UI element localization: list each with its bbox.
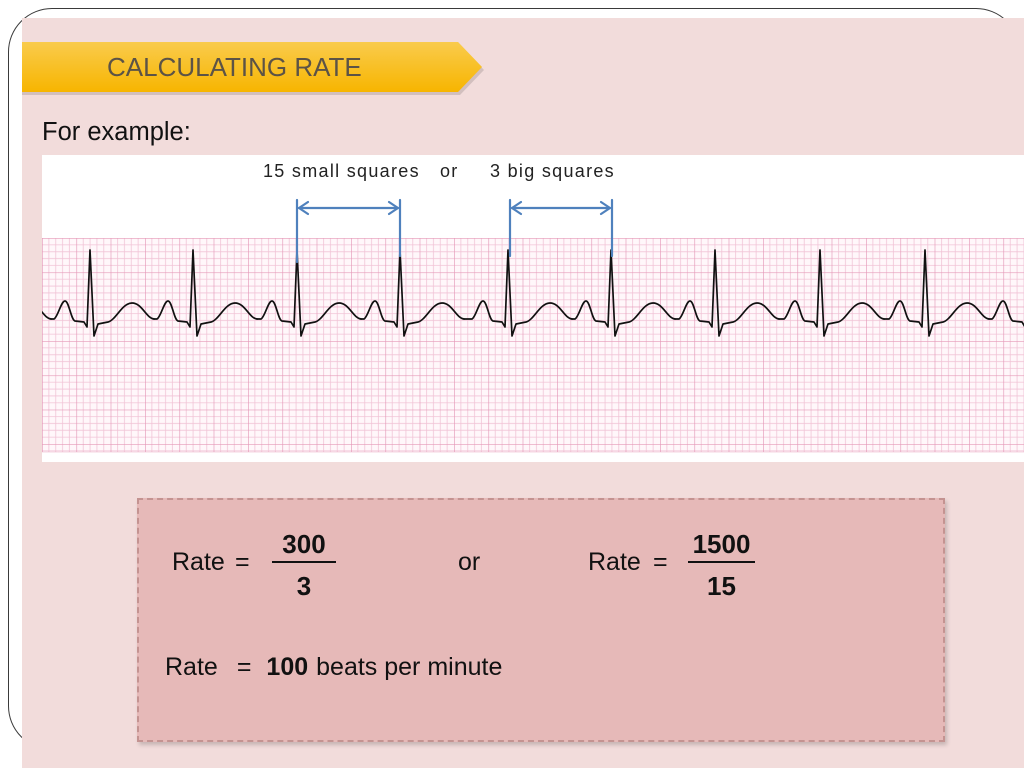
fraction-1-numerator: 300 — [282, 529, 326, 559]
bracket-1-right-arrowhead — [387, 200, 400, 216]
intro-text: For example: — [42, 118, 191, 146]
ecg-beat — [674, 249, 780, 337]
equals-sign-1: = — [235, 548, 250, 576]
fraction-2-bar — [688, 561, 755, 563]
ecg-beat — [778, 249, 885, 337]
fraction-1-denominator: 3 — [296, 571, 312, 601]
banner-highlight — [22, 42, 482, 92]
bracket-2-left-arrowhead — [510, 200, 523, 216]
bracket-2-right-arrowhead — [599, 200, 612, 216]
small-squares-label: 15 small squares — [263, 161, 420, 181]
ecg-beat — [988, 300, 1024, 327]
ecg-beat — [571, 249, 676, 337]
ecg-grid — [42, 238, 1024, 452]
ecg-trace — [42, 249, 1024, 337]
ecg-beat — [256, 249, 362, 337]
result-equals-sign: = — [236, 653, 252, 681]
fraction-2-denominator: 15 — [707, 571, 736, 601]
formula-box: Rate = 300 3 or Rate = 1500 15 Rate = 100 b… — [137, 498, 945, 742]
equals-sign-2: = — [653, 548, 668, 576]
rate-result: Rate = 100 beats per minute — [165, 652, 502, 682]
result-rate-label: Rate — [165, 653, 218, 681]
result-value: 100 — [266, 653, 309, 681]
fraction-2-numerator: 1500 — [692, 529, 751, 559]
fraction-1500-over-15: 1500 15 — [688, 529, 755, 601]
rate-label-2: Rate — [588, 548, 641, 576]
fraction-1-bar — [272, 561, 336, 563]
ecg-or-label: or — [440, 161, 459, 181]
bracket-1-left-arrowhead — [297, 200, 310, 216]
interval-bracket-2 — [508, 198, 614, 258]
result-unit: beats per minute — [316, 653, 503, 681]
ecg-beat — [153, 249, 258, 337]
ecg-beat — [50, 249, 155, 337]
fraction-300-over-3: 300 3 — [272, 529, 336, 601]
rate-label-1: Rate — [172, 548, 225, 576]
formula-or-label: or — [458, 548, 481, 576]
ecg-beat — [360, 249, 465, 337]
title-banner — [22, 42, 484, 95]
big-squares-label: 3 big squares — [490, 161, 615, 181]
ecg-beat — [883, 249, 990, 337]
interval-bracket-1 — [295, 198, 402, 264]
ecg-strip — [42, 198, 1024, 453]
ecg-beat — [463, 249, 573, 337]
slide-title: CALCULATING RATE — [107, 52, 362, 82]
